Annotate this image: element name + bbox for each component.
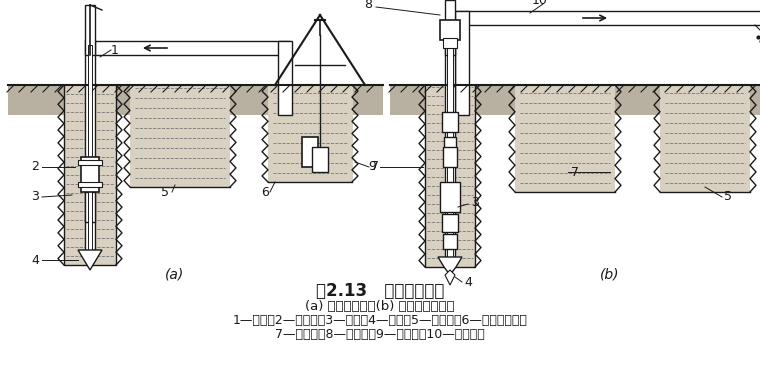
Text: 5: 5 — [724, 190, 732, 203]
Text: 9: 9 — [368, 160, 376, 174]
Bar — [85, 192, 95, 222]
Polygon shape — [78, 250, 102, 270]
Text: (a) 正循环排渣；(b) 泵举反循环排渣: (a) 正循环排渣；(b) 泵举反循环排渣 — [306, 301, 454, 313]
Bar — [312, 147, 328, 172]
Bar — [81, 157, 99, 192]
Bar — [78, 160, 102, 165]
Bar — [455, 11, 469, 115]
Bar — [90, 41, 290, 55]
Bar — [88, 45, 92, 250]
Text: 2: 2 — [31, 160, 39, 174]
Text: 3: 3 — [31, 190, 39, 203]
Bar — [390, 85, 760, 115]
Bar — [8, 85, 383, 115]
Bar — [455, 11, 760, 25]
Text: 4: 4 — [464, 276, 472, 288]
Text: 7: 7 — [571, 166, 579, 178]
Bar — [445, 35, 455, 257]
Bar — [515, 85, 615, 192]
Text: 8: 8 — [364, 0, 372, 11]
Text: 图2.13   循环排渣方法: 图2.13 循环排渣方法 — [316, 282, 444, 300]
Bar — [443, 234, 457, 249]
Bar — [425, 85, 475, 267]
Bar — [442, 112, 458, 132]
Text: 1: 1 — [111, 44, 119, 57]
Polygon shape — [438, 257, 462, 275]
Bar — [660, 85, 750, 192]
Text: 4: 4 — [31, 254, 39, 266]
Bar — [278, 41, 292, 115]
Bar — [443, 38, 457, 48]
Bar — [85, 40, 95, 250]
Bar — [440, 20, 460, 40]
Polygon shape — [445, 270, 455, 285]
Text: 10: 10 — [532, 0, 548, 7]
Text: 3: 3 — [471, 196, 479, 208]
Bar — [445, 0, 455, 55]
Bar — [442, 214, 458, 232]
Bar — [78, 182, 102, 187]
Bar — [130, 85, 230, 187]
Bar — [443, 147, 457, 167]
Text: 7—泥浆池；8—砂石泵；9—抽渣管；10—排渣胶管: 7—泥浆池；8—砂石泵；9—抽渣管；10—排渣胶管 — [275, 327, 485, 341]
Text: (a): (a) — [166, 267, 185, 281]
Text: 6: 6 — [261, 185, 269, 199]
Text: 7: 7 — [371, 160, 379, 174]
Bar — [85, 5, 95, 55]
Bar — [440, 182, 460, 212]
Text: (b): (b) — [600, 267, 619, 281]
Text: 5: 5 — [161, 185, 169, 199]
Bar — [444, 137, 456, 152]
Bar — [302, 137, 318, 167]
Text: 1—钻杆；2—送水管；3—主机；4—钻头；5—沉淀池；6—潜水泥浆泵；: 1—钻杆；2—送水管；3—主机；4—钻头；5—沉淀池；6—潜水泥浆泵； — [233, 315, 527, 327]
Bar — [447, 40, 453, 257]
Bar — [268, 85, 353, 182]
Bar — [64, 85, 116, 265]
